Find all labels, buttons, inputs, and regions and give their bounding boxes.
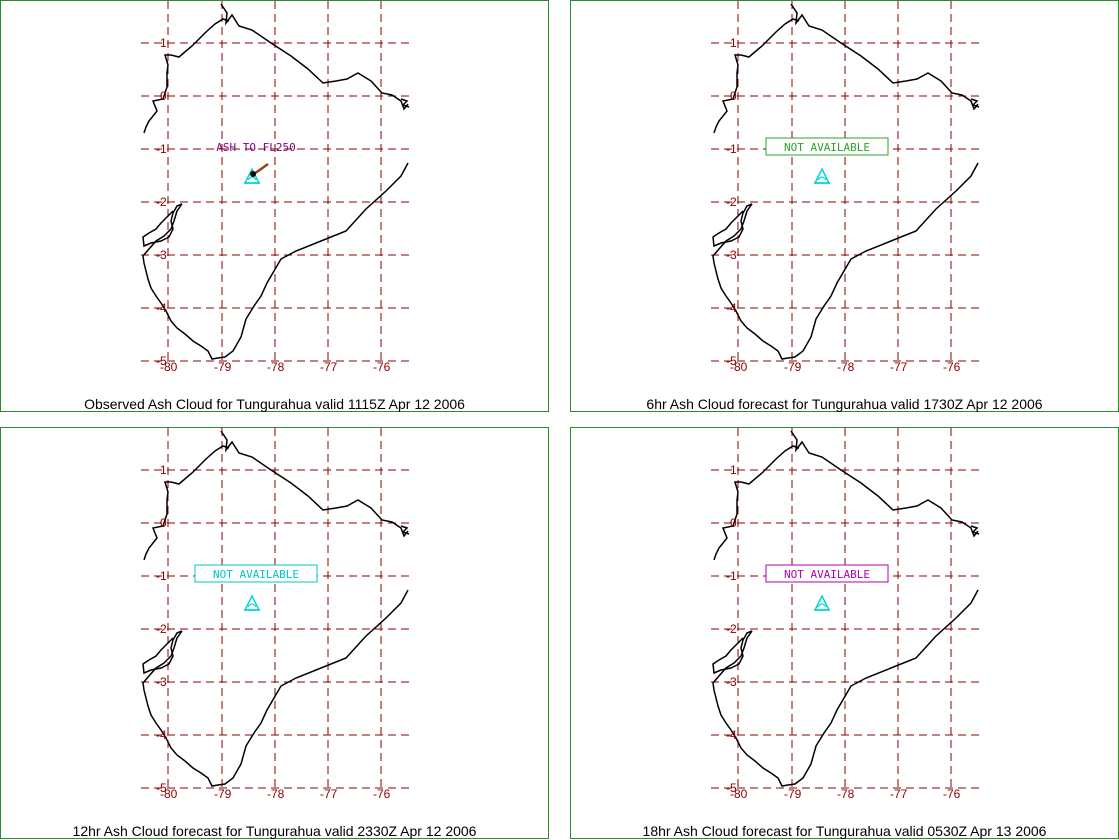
annotation-label: NOT AVAILABLE bbox=[213, 568, 299, 581]
coastline bbox=[790, 3, 979, 111]
coastline bbox=[970, 525, 980, 535]
lon-tick-label: -76 bbox=[373, 360, 391, 374]
lat-tick-label: -4 bbox=[726, 728, 737, 742]
lon-tick-label: -80 bbox=[730, 360, 748, 374]
annotation-box bbox=[765, 137, 889, 156]
map-panel-observed: -80 -79 -78 -77 -76 1 0 -1 -2 -3 -4 -5 ASH TO FL250 … bbox=[0, 0, 549, 412]
coastline bbox=[400, 525, 410, 535]
lat-tick-label: 1 bbox=[160, 36, 167, 50]
coastline bbox=[790, 430, 979, 538]
lat-tick-label: -4 bbox=[726, 301, 737, 315]
panel-caption: 18hr Ash Cloud forecast for Tungurahua v… bbox=[642, 823, 1047, 839]
lat-tick-label: -5 bbox=[156, 354, 167, 368]
annotation-label: ASH TO FL250 bbox=[216, 141, 295, 154]
lat-tick-label: 0 bbox=[160, 516, 167, 530]
lat-tick-label: -3 bbox=[726, 675, 737, 689]
volcano-icon bbox=[813, 167, 831, 184]
coastline bbox=[713, 445, 800, 561]
volcano-icon bbox=[243, 167, 261, 184]
lat-tick-label: 1 bbox=[730, 36, 737, 50]
coastline bbox=[400, 98, 410, 108]
lon-tick-label: -79 bbox=[784, 787, 802, 801]
lon-tick-label: -80 bbox=[160, 787, 178, 801]
lon-tick-label: -80 bbox=[160, 360, 178, 374]
lat-tick-label: -4 bbox=[156, 301, 167, 315]
lat-tick-label: -3 bbox=[726, 248, 737, 262]
lon-tick-label: -77 bbox=[320, 360, 338, 374]
coastline bbox=[712, 630, 753, 675]
lat-tick-label: -2 bbox=[156, 195, 167, 209]
coastline bbox=[712, 162, 979, 360]
map-svg: -80 -79 -78 -77 -76 1 0 -1 -2 -3 -4 -5 NOT AVAILABLE bbox=[711, 1, 981, 374]
lat-tick-label: -1 bbox=[726, 142, 737, 156]
lat-tick-label: -3 bbox=[156, 675, 167, 689]
lat-tick-label: -1 bbox=[156, 569, 167, 583]
coastline bbox=[713, 18, 800, 134]
coastline bbox=[970, 98, 980, 108]
coastline bbox=[143, 18, 230, 134]
annotation-box bbox=[765, 564, 889, 583]
lat-tick-label: -5 bbox=[726, 354, 737, 368]
map-panel-18hr: -80 -79 -78 -77 -76 1 0 -1 -2 -3 -4 -5 NOT AVAILABLE… bbox=[570, 427, 1119, 839]
lon-tick-label: -79 bbox=[784, 360, 802, 374]
lon-tick-label: -77 bbox=[890, 360, 908, 374]
lat-tick-label: -2 bbox=[156, 622, 167, 636]
map-svg: -80 -79 -78 -77 -76 1 0 -1 -2 -3 -4 -5 NOT AVAILABLE bbox=[711, 428, 981, 801]
lat-tick-label: -4 bbox=[156, 728, 167, 742]
lat-tick-label: 1 bbox=[160, 463, 167, 477]
volcano-icon bbox=[813, 594, 831, 611]
coastline bbox=[712, 589, 979, 787]
lon-tick-label: -76 bbox=[943, 360, 961, 374]
lat-tick-label: -3 bbox=[156, 248, 167, 262]
coastline bbox=[142, 203, 183, 248]
lon-tick-label: -79 bbox=[214, 787, 232, 801]
map-svg: -80 -79 -78 -77 -76 1 0 -1 -2 -3 -4 -5 ASH TO FL250 bbox=[141, 1, 411, 374]
panel-caption: 12hr Ash Cloud forecast for Tungurahua v… bbox=[72, 823, 477, 839]
map-panel-12hr: -80 -79 -78 -77 -76 1 0 -1 -2 -3 -4 -5 NOT AVAILABLE… bbox=[0, 427, 549, 839]
lat-tick-label: 0 bbox=[160, 89, 167, 103]
lon-tick-label: -78 bbox=[267, 360, 285, 374]
lon-tick-label: -78 bbox=[267, 787, 285, 801]
map-panel-6hr: -80 -79 -78 -77 -76 1 0 -1 -2 -3 -4 -5 NOT AVAILABLE… bbox=[570, 0, 1119, 412]
lat-tick-label: -5 bbox=[726, 781, 737, 795]
coastline bbox=[142, 162, 409, 360]
lon-tick-label: -78 bbox=[837, 787, 855, 801]
lon-tick-label: -76 bbox=[373, 787, 391, 801]
annotation-label: NOT AVAILABLE bbox=[784, 141, 870, 154]
panel-caption: 6hr Ash Cloud forecast for Tungurahua va… bbox=[646, 396, 1043, 412]
lon-tick-label: -79 bbox=[214, 360, 232, 374]
lon-tick-label: -78 bbox=[837, 360, 855, 374]
coastline bbox=[712, 203, 753, 248]
volcano-icon bbox=[243, 594, 261, 611]
annotation-box bbox=[194, 564, 318, 583]
lat-tick-label: -2 bbox=[726, 195, 737, 209]
coastline bbox=[142, 630, 183, 675]
lat-tick-label: -2 bbox=[726, 622, 737, 636]
lat-tick-label: -1 bbox=[726, 569, 737, 583]
lon-tick-label: -80 bbox=[730, 787, 748, 801]
coastline bbox=[142, 589, 409, 787]
vent-marker bbox=[250, 171, 256, 177]
panel-caption: Observed Ash Cloud for Tungurahua valid … bbox=[84, 396, 465, 412]
map-svg: -80 -79 -78 -77 -76 1 0 -1 -2 -3 -4 -5 NOT AVAILABLE bbox=[141, 428, 411, 801]
lat-tick-label: 1 bbox=[730, 463, 737, 477]
lat-tick-label: -1 bbox=[156, 142, 167, 156]
lon-tick-label: -76 bbox=[943, 787, 961, 801]
coastline bbox=[220, 3, 409, 111]
lat-tick-label: 0 bbox=[730, 516, 737, 530]
lat-tick-label: -5 bbox=[156, 781, 167, 795]
lon-tick-label: -77 bbox=[320, 787, 338, 801]
lon-tick-label: -77 bbox=[890, 787, 908, 801]
lat-tick-label: 0 bbox=[730, 89, 737, 103]
coastline bbox=[220, 430, 409, 538]
ash-plume bbox=[253, 162, 269, 176]
coastline bbox=[143, 445, 230, 561]
annotation-label: NOT AVAILABLE bbox=[784, 568, 870, 581]
